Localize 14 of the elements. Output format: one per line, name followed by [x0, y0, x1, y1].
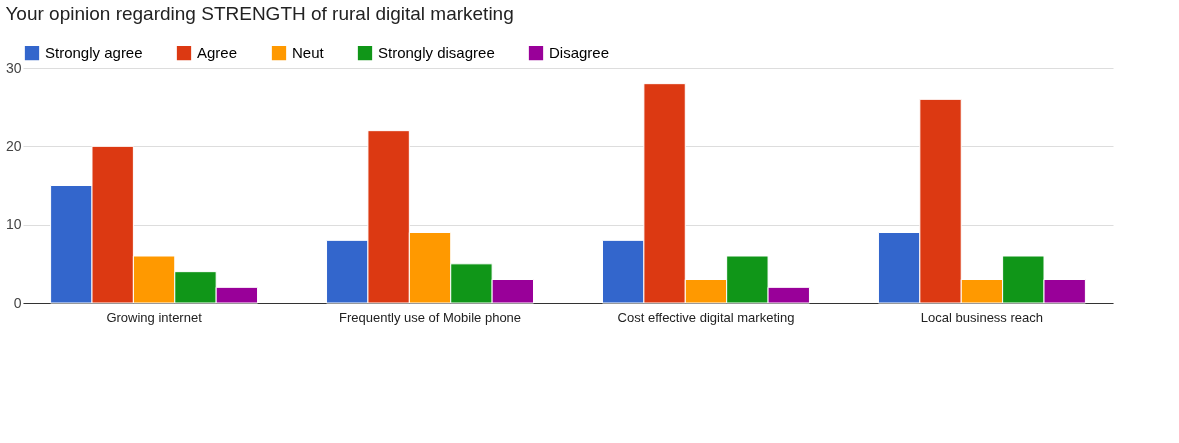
y-tick-label: 30 [5, 59, 22, 76]
y-tick-label: 10 [5, 216, 22, 233]
legend-label: Disagree [549, 44, 610, 62]
legend-label: Agree [197, 44, 238, 62]
chart-title: Your opinion regarding STRENGTH of rural digital marketing [5, 3, 514, 24]
y-tick-label: 0 [13, 294, 22, 311]
legend-label: Strongly agree [45, 44, 143, 62]
y-tick-label: 20 [5, 137, 22, 154]
x-tick-label: Growing internet [106, 309, 203, 325]
x-tick-label: Local business reach [920, 309, 1043, 325]
legend-label: Neut [292, 44, 325, 62]
x-tick-label: Frequently use of Mobile phone [338, 309, 522, 325]
legend-label: Strongly disagree [378, 44, 495, 62]
x-tick-label: Cost effective digital marketing [617, 309, 795, 325]
